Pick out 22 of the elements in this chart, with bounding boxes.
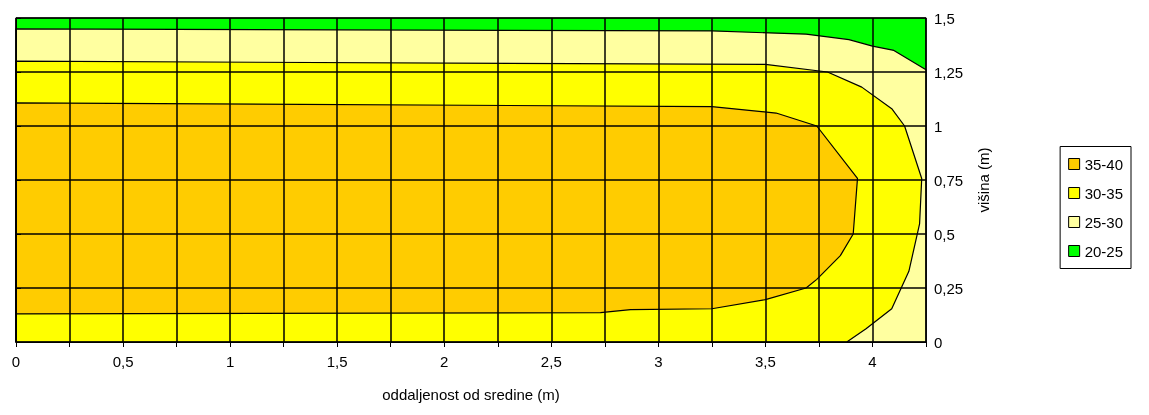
x-axis-title: oddaljenost od sredine (m) [382,386,560,403]
x-tick-label: 2 [440,353,449,370]
y-tick-label: 0 [934,333,943,351]
x-tick-label: 3 [654,353,663,370]
x-tick-label: 1 [225,353,235,370]
y-tick-label: 0,75 [934,171,964,189]
y-tick-label: 1,5 [934,9,955,27]
x-tick-label: 2,5 [540,353,562,370]
x-tick-label: 1,5 [326,353,348,370]
y-axis-title: višina (m) [975,147,992,213]
x-tick-label: 3,5 [754,353,776,370]
y-tick-label: 1 [934,117,943,135]
legend-label: 35-40 [1084,155,1124,173]
y-tick-label: 1,25 [934,63,964,81]
y-tick-label: 0,5 [934,225,955,243]
x-tick-label: 0 [11,353,21,370]
x-tick-label: 0,5 [112,353,134,370]
legend-label: 20-25 [1084,242,1124,260]
x-tick-label: 4 [868,353,877,370]
legend-label: 25-30 [1084,213,1124,231]
legend-label: 30-35 [1084,184,1124,202]
y-tick-label: 0,25 [934,279,964,297]
